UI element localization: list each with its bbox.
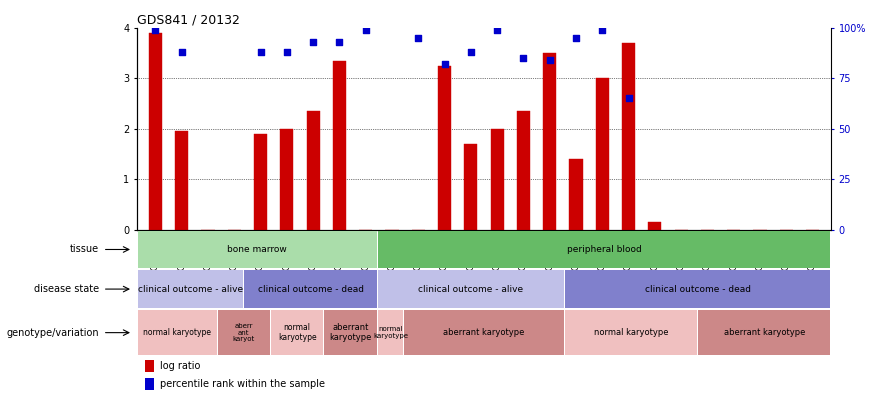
Bar [271, 310, 324, 355]
Bar [405, 310, 563, 355]
Text: normal
karyotype: normal karyotype [278, 323, 316, 342]
Point [621, 95, 636, 101]
Text: normal karyotype: normal karyotype [143, 328, 211, 337]
Text: genotype/variation: genotype/variation [6, 327, 99, 338]
Text: clinical outcome - alive: clinical outcome - alive [418, 285, 523, 293]
Bar [698, 310, 830, 355]
Point [306, 39, 320, 45]
Bar [569, 159, 583, 230]
Point [543, 57, 557, 63]
Point [438, 61, 452, 67]
Bar [622, 43, 635, 230]
Text: peripheral blood: peripheral blood [567, 245, 642, 254]
Point [149, 27, 163, 33]
Text: aberr
ant
karyot: aberr ant karyot [232, 323, 255, 342]
Point [175, 49, 189, 55]
Bar [565, 310, 697, 355]
Text: clinical outcome - dead: clinical outcome - dead [257, 285, 363, 293]
Text: normal
karyotype: normal karyotype [373, 326, 408, 339]
Bar [217, 310, 270, 355]
Point [332, 39, 347, 45]
Bar [438, 66, 451, 230]
Bar [648, 222, 661, 230]
Text: normal karyotype: normal karyotype [593, 328, 668, 337]
Bar [464, 144, 477, 230]
Text: aberrant karyotype: aberrant karyotype [723, 328, 805, 337]
Text: clinical outcome - dead: clinical outcome - dead [644, 285, 751, 293]
Bar [244, 270, 377, 308]
Bar [175, 131, 188, 230]
Bar [138, 231, 377, 268]
Bar [377, 270, 563, 308]
Text: log ratio: log ratio [160, 362, 200, 371]
Text: disease state: disease state [34, 284, 99, 294]
Bar [377, 231, 830, 268]
Bar [138, 270, 243, 308]
Bar [307, 111, 320, 230]
Text: aberrant
karyotype: aberrant karyotype [330, 323, 372, 342]
Text: aberrant karyotype: aberrant karyotype [443, 328, 525, 337]
Bar [145, 360, 155, 372]
Point [279, 49, 293, 55]
Point [464, 49, 478, 55]
Bar [324, 310, 377, 355]
Point [254, 49, 268, 55]
Bar [565, 270, 830, 308]
Point [359, 27, 373, 33]
Point [490, 27, 504, 33]
Point [569, 34, 583, 41]
Bar [543, 53, 556, 230]
Point [595, 27, 609, 33]
Bar [491, 129, 504, 230]
Text: tissue: tissue [70, 244, 99, 255]
Bar [138, 310, 217, 355]
Text: percentile rank within the sample: percentile rank within the sample [160, 379, 324, 389]
Text: clinical outcome - alive: clinical outcome - alive [138, 285, 243, 293]
Text: GDS841 / 20132: GDS841 / 20132 [137, 13, 240, 27]
Point [411, 34, 425, 41]
Bar [149, 33, 162, 230]
Bar [333, 61, 346, 230]
Bar [517, 111, 530, 230]
Point [516, 55, 530, 61]
Bar [280, 129, 293, 230]
Bar [145, 378, 155, 390]
Bar [254, 134, 267, 230]
Bar [596, 78, 609, 230]
Bar [377, 310, 403, 355]
Text: bone marrow: bone marrow [227, 245, 287, 254]
